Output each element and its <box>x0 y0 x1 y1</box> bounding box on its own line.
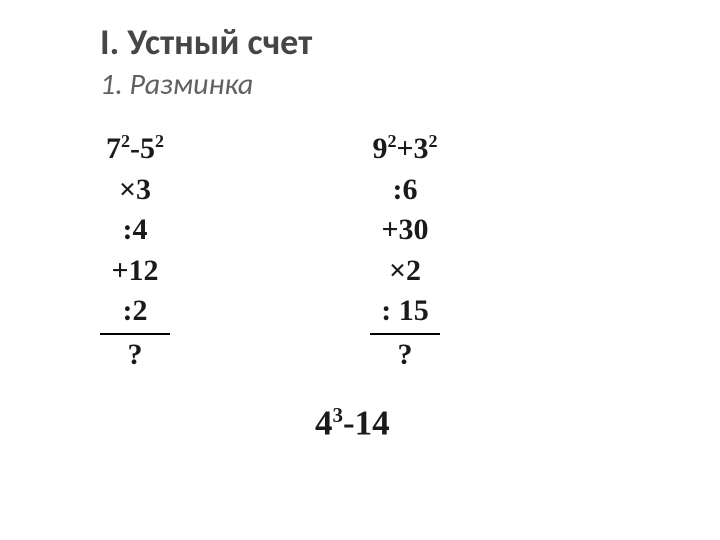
column-1: 72-52×3:4+12 :2 ? <box>100 129 170 375</box>
math-line: 72-52 <box>106 129 164 170</box>
math-line: ? <box>398 335 413 376</box>
partial-bottom-right: 43-14 <box>315 403 390 444</box>
math-line: +12 <box>111 251 158 292</box>
math-line: 92+32 <box>372 129 437 170</box>
math-line: ? <box>128 335 143 376</box>
math-line: ×2 <box>389 251 421 292</box>
math-line: :4 <box>123 210 148 251</box>
math-line: ×3 <box>119 170 151 211</box>
section-subheading: 1. Разминка <box>100 66 720 103</box>
section-heading: I. Устный счет <box>100 20 720 64</box>
column-2: 92+32:6+30×2 : 15 ? <box>370 129 440 375</box>
math-line: +30 <box>381 210 428 251</box>
math-line: : 15 <box>370 291 440 335</box>
math-line: :2 <box>100 291 170 335</box>
math-line: :6 <box>393 170 418 211</box>
math-columns: 72-52×3:4+12 :2 ? 92+32:6+30×2 : 15 ? <box>100 129 720 375</box>
partial-bottom-row: 43-14 <box>100 403 720 444</box>
